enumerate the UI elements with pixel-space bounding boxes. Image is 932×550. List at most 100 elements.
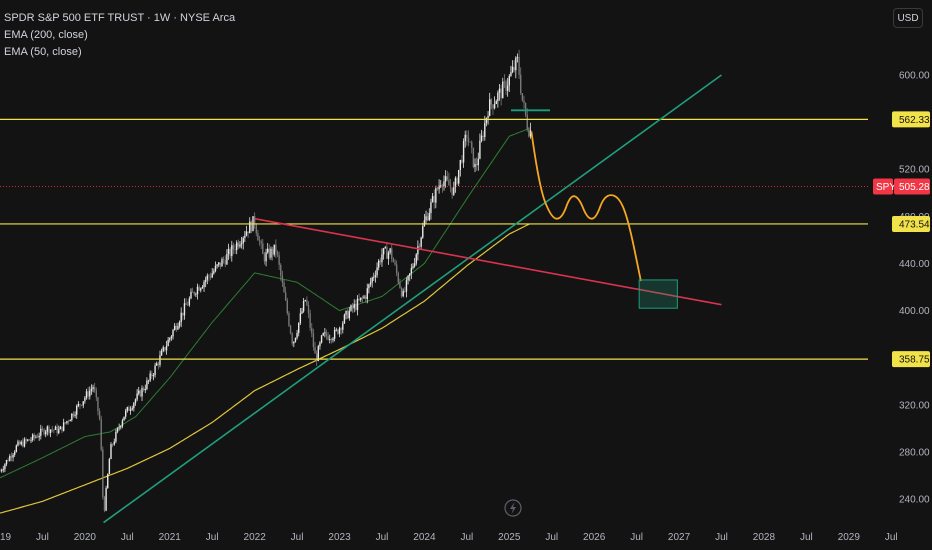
candle-body bbox=[521, 93, 524, 101]
candle-body bbox=[360, 297, 362, 301]
candle-body bbox=[124, 410, 127, 417]
legend-symbol-title[interactable]: SPDR S&P 500 ETF TRUST · 1W · NYSE Arca bbox=[4, 12, 236, 24]
candle-body bbox=[107, 474, 109, 489]
candle-body bbox=[40, 428, 42, 436]
candle-body bbox=[268, 248, 271, 258]
candle-body bbox=[343, 314, 346, 324]
current-price-badge-label: 505.28 bbox=[899, 182, 930, 193]
candle-body bbox=[58, 429, 60, 434]
legend-ema200[interactable]: EMA (200, close) bbox=[4, 29, 88, 41]
symbol-tag-bg bbox=[873, 178, 893, 195]
candle-body bbox=[247, 231, 249, 234]
candle-body bbox=[206, 275, 209, 280]
candle-body bbox=[71, 413, 73, 420]
candle-body bbox=[129, 409, 132, 411]
candle-body bbox=[451, 187, 453, 195]
candle-body bbox=[387, 252, 390, 259]
candle-body bbox=[54, 426, 57, 430]
candle-body bbox=[392, 258, 395, 263]
candle-body bbox=[284, 292, 287, 301]
candle-body bbox=[211, 273, 213, 278]
candle-body bbox=[221, 259, 223, 267]
candle-body bbox=[231, 245, 233, 257]
candle-body bbox=[265, 252, 267, 262]
chart-legend: SPDR S&P 500 ETF TRUST · 1W · NYSE Arca … bbox=[4, 10, 235, 61]
level-badge-label: 562.33 bbox=[899, 115, 930, 126]
candle-body bbox=[294, 337, 297, 342]
candle-body bbox=[13, 451, 16, 455]
y-tick-label: 240.00 bbox=[899, 495, 930, 506]
time-axis[interactable]: 19 Jul 2020 Jul 2021 Jul 2022 Jul 2023 Jul 2024 Jul… bbox=[0, 532, 898, 543]
current-price-badge-bg bbox=[894, 178, 930, 195]
candle-body bbox=[281, 275, 284, 283]
candle-body bbox=[440, 185, 442, 187]
candle-body bbox=[165, 346, 168, 351]
x-tick-label: Jul bbox=[800, 532, 813, 543]
candle-body bbox=[500, 88, 502, 99]
candle-body bbox=[5, 460, 8, 465]
candle-body bbox=[105, 488, 107, 511]
candle-body bbox=[218, 262, 220, 265]
candle-body bbox=[20, 441, 22, 445]
projection-path bbox=[530, 131, 642, 282]
candle-body bbox=[167, 339, 169, 347]
candle-body bbox=[384, 247, 386, 249]
y-tick-label: 400.00 bbox=[899, 306, 930, 317]
candle-body bbox=[443, 181, 445, 187]
candle-body bbox=[258, 240, 261, 242]
candle-body bbox=[113, 441, 115, 445]
candle-body bbox=[511, 66, 514, 73]
candle-body bbox=[273, 244, 275, 255]
candle-body bbox=[523, 100, 525, 103]
candle-body bbox=[371, 277, 373, 283]
candle-body bbox=[280, 264, 282, 276]
x-tick-label: Jul bbox=[630, 532, 643, 543]
legend-ema50[interactable]: EMA (50, close) bbox=[4, 46, 82, 58]
candle-body bbox=[138, 390, 140, 394]
candle-body bbox=[405, 280, 408, 292]
candle-body bbox=[188, 298, 191, 306]
candle-body bbox=[110, 444, 112, 460]
candle-body bbox=[420, 237, 422, 247]
flash-icon[interactable] bbox=[504, 499, 522, 517]
x-tick-label: Jul bbox=[460, 532, 473, 543]
price-badges: 562.33 473.54 358.75 SPY 505.28 bbox=[873, 111, 930, 368]
y-tick-label: 440.00 bbox=[899, 259, 930, 270]
candle-body bbox=[430, 202, 432, 213]
candle-body bbox=[263, 254, 266, 262]
x-tick-label: Jul bbox=[376, 532, 389, 543]
candle-body bbox=[353, 303, 355, 309]
candle-body bbox=[100, 418, 102, 450]
candle-body bbox=[489, 99, 491, 116]
candle-body bbox=[325, 332, 328, 337]
candle-body bbox=[497, 92, 499, 102]
candle-body bbox=[115, 431, 117, 442]
candle-body bbox=[333, 329, 336, 339]
candle-body bbox=[518, 56, 520, 75]
candle-body bbox=[498, 88, 501, 93]
x-tick-label: Jul bbox=[291, 532, 304, 543]
candle-body bbox=[444, 176, 447, 182]
x-tick-label: 2024 bbox=[413, 532, 436, 543]
candle-body bbox=[0, 470, 1, 472]
support-trendline bbox=[103, 74, 722, 524]
candle-body bbox=[438, 185, 440, 190]
candle-body bbox=[412, 266, 414, 269]
candle-body bbox=[141, 388, 143, 397]
candle-body bbox=[418, 246, 421, 248]
candle-body bbox=[467, 137, 470, 142]
candle-body bbox=[399, 282, 401, 288]
candle-body bbox=[413, 263, 416, 267]
candle-body bbox=[76, 405, 78, 415]
candle-body bbox=[203, 281, 205, 288]
candle-body bbox=[64, 422, 66, 424]
candle-body bbox=[180, 312, 182, 323]
candle-body bbox=[118, 427, 120, 429]
candle-body bbox=[157, 363, 160, 365]
candle-body bbox=[123, 416, 125, 421]
candle-body bbox=[45, 431, 47, 435]
currency-button[interactable]: USD bbox=[893, 8, 923, 28]
candle-body bbox=[307, 305, 310, 314]
candle-body bbox=[200, 288, 202, 291]
